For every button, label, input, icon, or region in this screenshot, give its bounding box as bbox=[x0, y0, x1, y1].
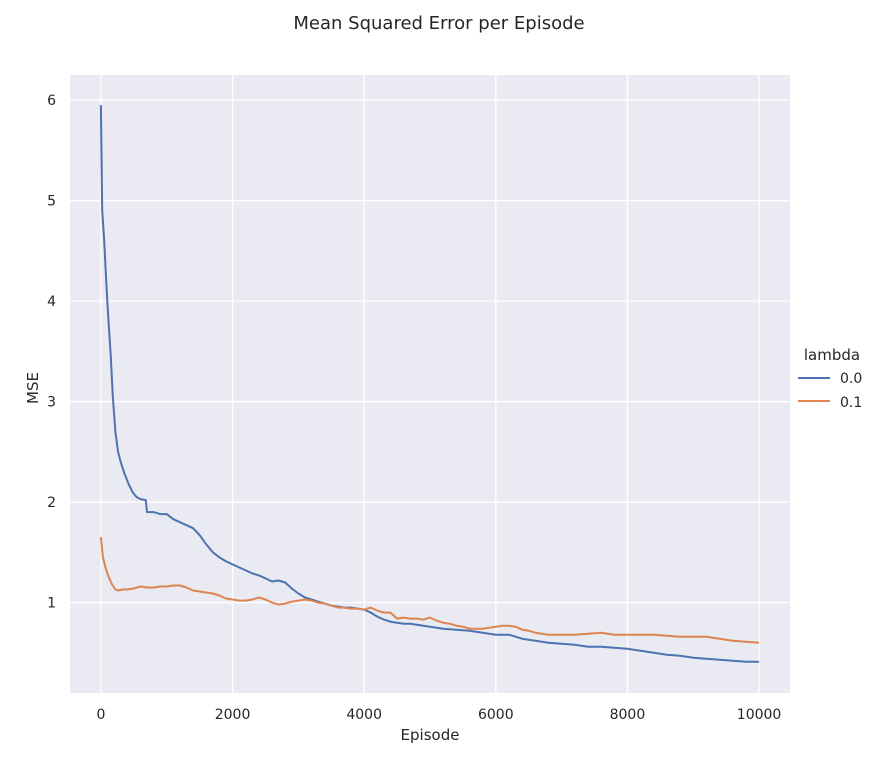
series-line-0.1 bbox=[99, 537, 760, 644]
grid-lines bbox=[70, 75, 790, 693]
y-tick-label: 2 bbox=[47, 495, 56, 511]
series-lines bbox=[99, 105, 760, 663]
tick-labels: 0 2000 4000 6000 8000 10000 1 2 3 4 5 6 bbox=[47, 93, 781, 723]
legend-title: lambda bbox=[804, 346, 860, 364]
y-tick-label: 6 bbox=[47, 93, 56, 109]
x-tick-label: 0 bbox=[96, 707, 105, 723]
legend-label-0.1: 0.1 bbox=[840, 395, 862, 411]
y-tick-label: 3 bbox=[47, 395, 56, 411]
x-tick-label: 4000 bbox=[346, 707, 382, 723]
x-tick-label: 2000 bbox=[215, 707, 251, 723]
y-tick-label: 4 bbox=[47, 294, 56, 310]
y-tick-label: 1 bbox=[47, 596, 56, 612]
legend-label-0.0: 0.0 bbox=[840, 371, 862, 387]
chart-title: Mean Squared Error per Episode bbox=[293, 13, 584, 34]
y-tick-label: 5 bbox=[47, 194, 56, 210]
x-tick-label: 10000 bbox=[737, 707, 782, 723]
x-tick-label: 8000 bbox=[610, 707, 646, 723]
legend: lambda 0.0 0.1 bbox=[798, 346, 862, 411]
x-tick-label: 6000 bbox=[478, 707, 514, 723]
plot-area bbox=[70, 75, 790, 693]
y-axis-label: MSE bbox=[24, 372, 42, 404]
x-axis-label: Episode bbox=[401, 726, 460, 744]
